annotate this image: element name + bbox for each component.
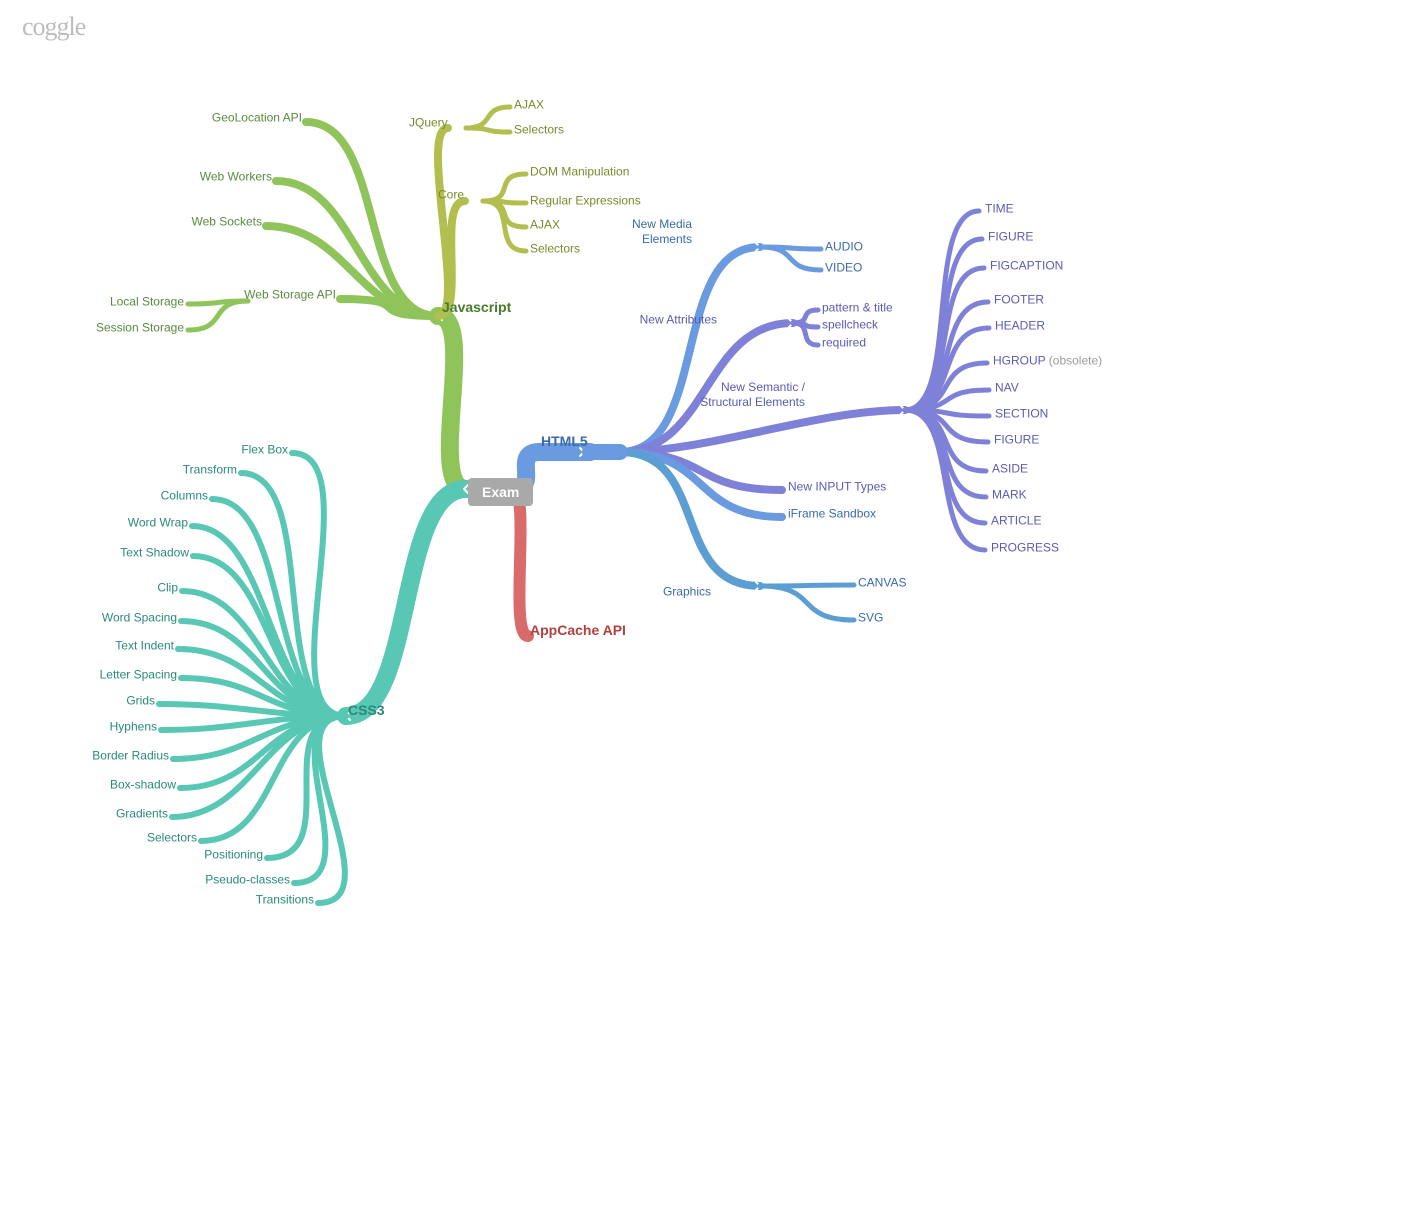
node-session-storage[interactable]: Session Storage — [96, 321, 184, 336]
node-section[interactable]: SECTION — [995, 407, 1048, 422]
node-selectors[interactable]: Selectors — [530, 242, 580, 257]
node-ajax[interactable]: AJAX — [514, 98, 544, 113]
node-time[interactable]: TIME — [985, 202, 1014, 217]
node-article[interactable]: ARTICLE — [991, 514, 1041, 529]
node-transitions[interactable]: Transitions — [256, 893, 314, 908]
node-new-media-elements[interactable]: New Media Elements — [632, 217, 692, 247]
node-graphics[interactable]: Graphics — [663, 585, 711, 600]
node-web-sockets[interactable]: Web Sockets — [192, 215, 262, 230]
node-nav[interactable]: NAV — [995, 381, 1019, 396]
node-word-spacing[interactable]: Word Spacing — [102, 611, 177, 626]
node-word-wrap[interactable]: Word Wrap — [128, 516, 188, 531]
node-regular-expressions[interactable]: Regular Expressions — [530, 194, 641, 209]
node-required[interactable]: required — [822, 336, 866, 351]
node-core[interactable]: Core — [438, 188, 464, 203]
node-columns[interactable]: Columns — [161, 489, 208, 504]
node-positioning[interactable]: Positioning — [204, 848, 263, 863]
node-box-shadow[interactable]: Box-shadow — [110, 778, 176, 793]
node-mark[interactable]: MARK — [992, 488, 1027, 503]
node-new-attributes[interactable]: New Attributes — [640, 313, 717, 328]
hub-css3[interactable]: CSS3 — [348, 702, 385, 718]
node-gradients[interactable]: Gradients — [116, 807, 168, 822]
node-border-radius[interactable]: Border Radius — [92, 749, 169, 764]
node-pseudo-classes[interactable]: Pseudo-classes — [205, 873, 290, 888]
node-progress[interactable]: PROGRESS — [991, 541, 1059, 556]
node-new-input-types[interactable]: New INPUT Types — [788, 480, 886, 495]
node-hyphens[interactable]: Hyphens — [110, 720, 157, 735]
node-transform[interactable]: Transform — [183, 463, 237, 478]
node-footer[interactable]: FOOTER — [994, 293, 1044, 308]
node-grids[interactable]: Grids — [126, 694, 155, 709]
node-selectors[interactable]: Selectors — [514, 123, 564, 138]
node-web-storage-api[interactable]: Web Storage API — [244, 288, 336, 303]
node-canvas[interactable]: CANVAS — [858, 576, 906, 591]
node-dom-manipulation[interactable]: DOM Manipulation — [530, 165, 629, 180]
node-figure[interactable]: FIGURE — [988, 230, 1033, 245]
node-new-semantic-structural-elements[interactable]: New Semantic / Structural Elements — [700, 380, 805, 410]
node-text-shadow[interactable]: Text Shadow — [120, 546, 189, 561]
hub-app[interactable]: AppCache API — [530, 622, 626, 638]
hub-html5[interactable]: HTML5 — [541, 433, 588, 449]
node-figcaption[interactable]: FIGCAPTION — [990, 259, 1063, 274]
node-flex-box[interactable]: Flex Box — [241, 443, 288, 458]
node-aside[interactable]: ASIDE — [992, 462, 1028, 477]
node-selectors[interactable]: Selectors — [147, 831, 197, 846]
node-iframe-sandbox[interactable]: iFrame Sandbox — [788, 507, 876, 522]
node-header[interactable]: HEADER — [995, 319, 1045, 334]
node-letter-spacing[interactable]: Letter Spacing — [100, 668, 177, 683]
root-node[interactable]: Exam — [468, 478, 533, 506]
node-geolocation-api[interactable]: GeoLocation API — [212, 111, 302, 126]
node-local-storage[interactable]: Local Storage — [110, 295, 184, 310]
node-audio[interactable]: AUDIO — [825, 240, 863, 255]
node-hgroup[interactable]: HGROUP (obsolete) — [993, 354, 1102, 369]
node-jquery[interactable]: JQuery — [409, 116, 448, 131]
node-video[interactable]: VIDEO — [825, 261, 862, 276]
node-clip[interactable]: Clip — [157, 581, 178, 596]
node-web-workers[interactable]: Web Workers — [200, 170, 272, 185]
hub-js[interactable]: Javascript — [442, 299, 511, 315]
node-ajax[interactable]: AJAX — [530, 218, 560, 233]
node-spellcheck[interactable]: spellcheck — [822, 318, 878, 333]
node-pattern-title[interactable]: pattern & title — [822, 301, 893, 316]
node-figure[interactable]: FIGURE — [994, 433, 1039, 448]
node-text-indent[interactable]: Text Indent — [115, 639, 174, 654]
node-svg[interactable]: SVG — [858, 611, 883, 626]
